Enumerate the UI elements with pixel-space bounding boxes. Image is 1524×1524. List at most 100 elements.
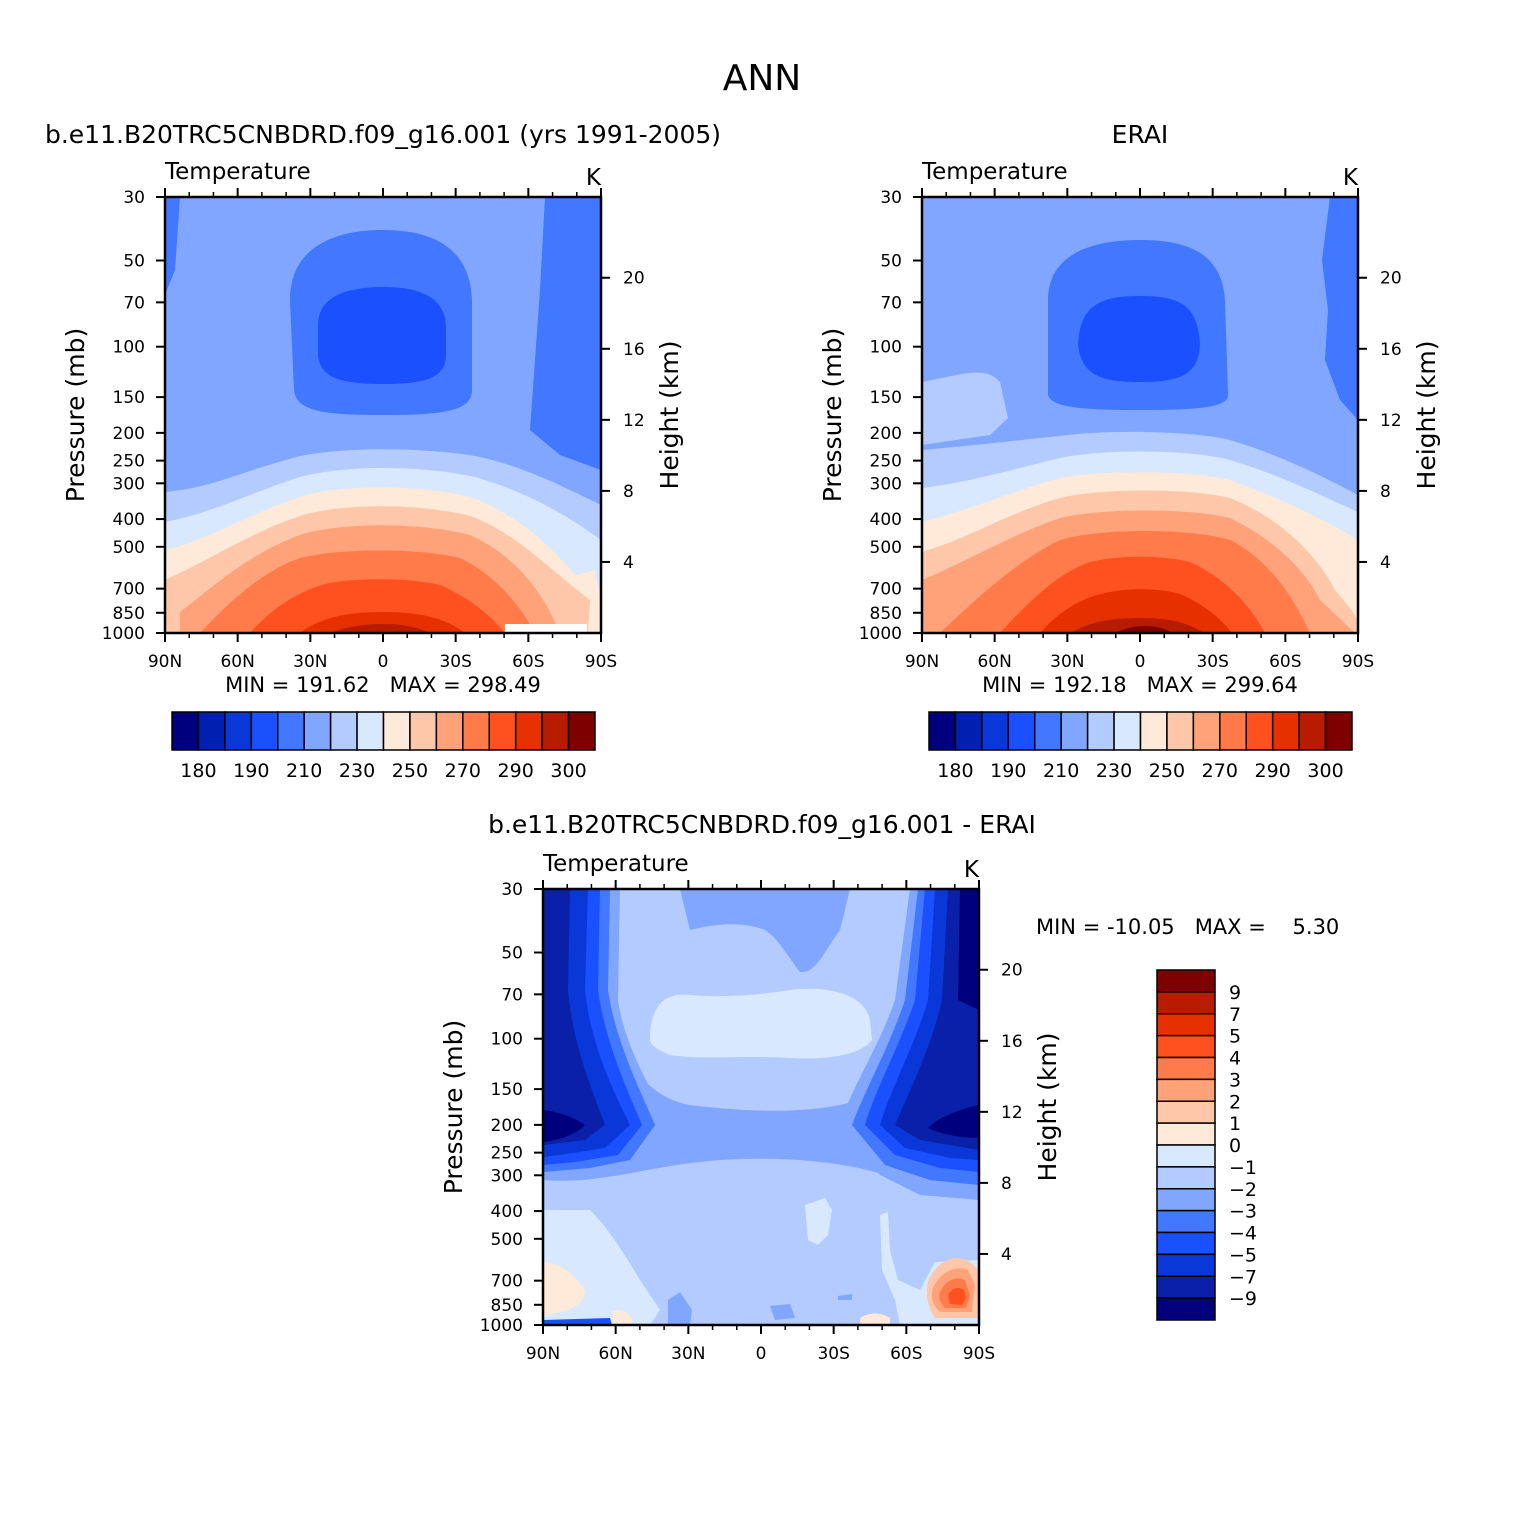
y-tick-label: 500: [870, 538, 902, 558]
colorbar-label: −9: [1229, 1288, 1257, 1310]
y-tick-label: 850: [491, 1296, 523, 1316]
left-string: Temperature: [921, 159, 1068, 185]
colorbar-box: [954, 711, 983, 751]
colorbar-box: [488, 711, 517, 751]
colorbar-box: [1156, 1209, 1216, 1234]
x-tick-label: 90S: [963, 1344, 995, 1364]
y2-tick-label: 4: [1380, 553, 1391, 573]
x-tick-label: 90S: [585, 652, 617, 672]
colorbar-box: [981, 711, 1010, 751]
colorbar-label: 250: [1149, 760, 1185, 782]
colorbar-label: −2: [1229, 1179, 1257, 1201]
contour-band: [895, 889, 979, 1150]
y-tick-label: 150: [491, 1080, 523, 1100]
colorbar-box: [1156, 1275, 1216, 1299]
colorbar-box: [435, 711, 464, 751]
colorbar-box: [1156, 1297, 1216, 1321]
colorbar-label: 9: [1229, 982, 1241, 1004]
contour-band: [330, 624, 430, 633]
colorbar-label: 230: [339, 760, 375, 782]
colorbar-box: [1156, 1144, 1216, 1168]
y2-tick-label: 16: [623, 340, 645, 360]
contour-band: [1115, 626, 1172, 633]
y-tick-label: 30: [880, 188, 902, 208]
right-string: K: [1343, 165, 1359, 191]
x-tick-label: 0: [756, 1344, 767, 1364]
contour-field: [165, 197, 601, 633]
x-tick-label: 90N: [148, 652, 182, 672]
contour-band: [543, 1262, 585, 1315]
y2-tick-label: 8: [1001, 1174, 1012, 1194]
y2-tick-label: 8: [1380, 482, 1391, 502]
y-tick-label: 1000: [859, 624, 902, 644]
axes-model: 90N 60N 30N 0 30S 60S 90S 30 50 70 100 150 200 250300…: [102, 188, 645, 672]
y-tick-label: 70: [123, 293, 145, 313]
y-axis-label: Pressure (mb): [818, 328, 847, 502]
y-tick-label: 400: [113, 510, 145, 530]
colorbar-box: [928, 711, 957, 751]
x-tick-label: 90N: [905, 652, 939, 672]
colorbar-label: 290: [1255, 760, 1291, 782]
y-tick-label: 850: [870, 604, 902, 624]
y-tick-label: 700: [870, 580, 902, 600]
left-string: Temperature: [164, 159, 311, 185]
colorbar-label: 180: [180, 760, 216, 782]
y-tick-label: 150: [870, 388, 902, 408]
left-string: Temperature: [542, 851, 689, 877]
colorbar-box: [1219, 711, 1247, 751]
y2-tick-label: 4: [623, 553, 634, 573]
colorbar-erai: 180 190 210 230 250 270 290 300: [928, 711, 1353, 782]
y-tick-label: 850: [113, 604, 145, 624]
colorbar-box: [1156, 1034, 1216, 1059]
x-tick-label: 60N: [977, 652, 1011, 672]
y-tick-label: 250: [491, 1144, 523, 1164]
contour-band: [668, 1292, 692, 1325]
y2-axis-label: Height (km): [1033, 1033, 1062, 1182]
y-tick-label: 500: [113, 538, 145, 558]
colorbar-box: [1156, 1122, 1216, 1146]
colorbar-label: 300: [550, 760, 586, 782]
right-string: K: [586, 165, 602, 191]
contour-band: [770, 1304, 795, 1320]
x-tick-label: 30N: [293, 652, 327, 672]
colorbar-box: [1245, 711, 1274, 751]
y2-tick-label: 12: [1380, 411, 1402, 431]
page-title: ANN: [723, 58, 802, 99]
y2-tick-label: 20: [1380, 269, 1402, 289]
colorbar-box: [514, 711, 543, 751]
y-tick-label: 50: [501, 944, 523, 964]
contour-band: [543, 1318, 612, 1325]
y-tick-label: 150: [113, 388, 145, 408]
y-tick-label: 200: [113, 424, 145, 444]
colorbar-box: [1156, 991, 1216, 1015]
colorbar-box: [1156, 1231, 1216, 1256]
colorbar-box: [1156, 1078, 1216, 1102]
y2-tick-label: 4: [1001, 1245, 1012, 1265]
y-tick-label: 300: [113, 474, 145, 494]
x-tick-label: 60S: [1269, 652, 1301, 672]
contour-band: [543, 889, 605, 1145]
colorbar-label: 250: [392, 760, 428, 782]
stats-text: MIN = 191.62 MAX = 298.49: [225, 673, 541, 697]
colorbar-label: 270: [1202, 760, 1238, 782]
colorbar-label: 180: [937, 760, 973, 782]
x-tick-label: 60N: [220, 652, 254, 672]
y2-axis-label: Height (km): [655, 341, 684, 490]
colorbar-box: [1156, 1013, 1216, 1037]
contour-band: [1070, 618, 1205, 633]
axes-erai: 90N 60N 30N 0 30S 60S 90S 30 50 70 100 150 200 250300…: [859, 188, 1402, 672]
contour-band: [250, 579, 505, 633]
colorbar-box: [224, 711, 253, 751]
y2-tick-label: 20: [623, 269, 645, 289]
colorbar-box: [1139, 711, 1168, 751]
colorbar-label: −1: [1229, 1157, 1257, 1179]
colorbar-box: [356, 711, 385, 751]
x-tick-label: 30S: [439, 652, 471, 672]
colorbar-label: 0: [1229, 1135, 1241, 1157]
colorbar-box: [1156, 1100, 1216, 1124]
x-tick-label: 90S: [1342, 652, 1374, 672]
stats-text: MIN = -10.05 MAX = 5.30: [1036, 915, 1339, 939]
y-tick-label: 70: [880, 293, 902, 313]
colorbar-box: [1156, 1253, 1216, 1277]
y-tick-label: 300: [491, 1166, 523, 1186]
